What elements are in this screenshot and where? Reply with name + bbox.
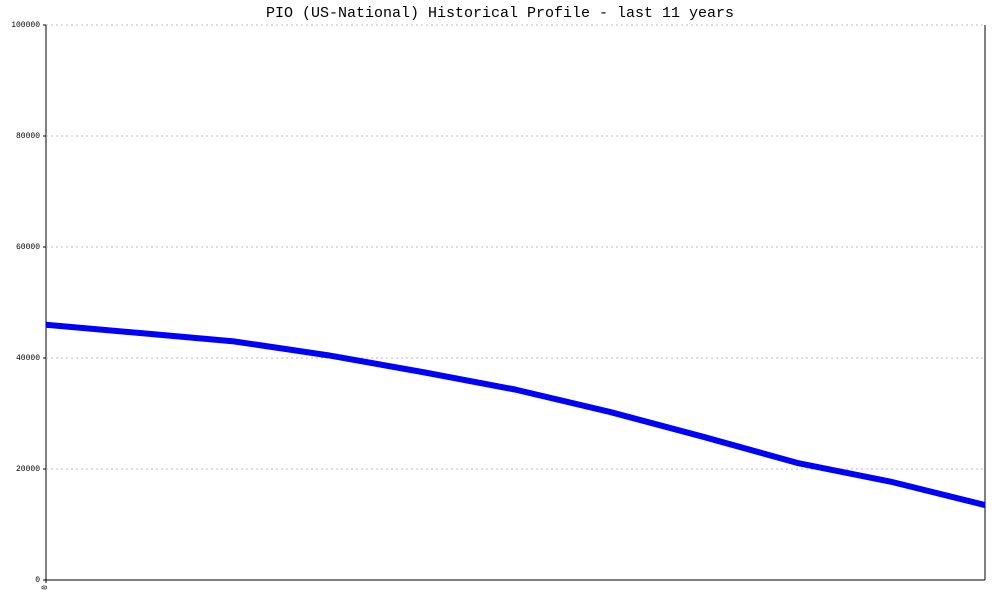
chart-title: PIO (US-National) Historical Profile - l… [266, 5, 734, 22]
y-tick-label: 40000 [16, 354, 40, 363]
x-tick-label: 0 [41, 585, 50, 590]
y-tick-label: 100000 [11, 21, 40, 30]
y-tick-label: 0 [35, 576, 40, 585]
y-tick-label: 60000 [16, 243, 40, 252]
y-tick-label: 20000 [16, 465, 40, 474]
data-line [45, 321, 986, 508]
y-tick-label: 80000 [16, 132, 40, 141]
